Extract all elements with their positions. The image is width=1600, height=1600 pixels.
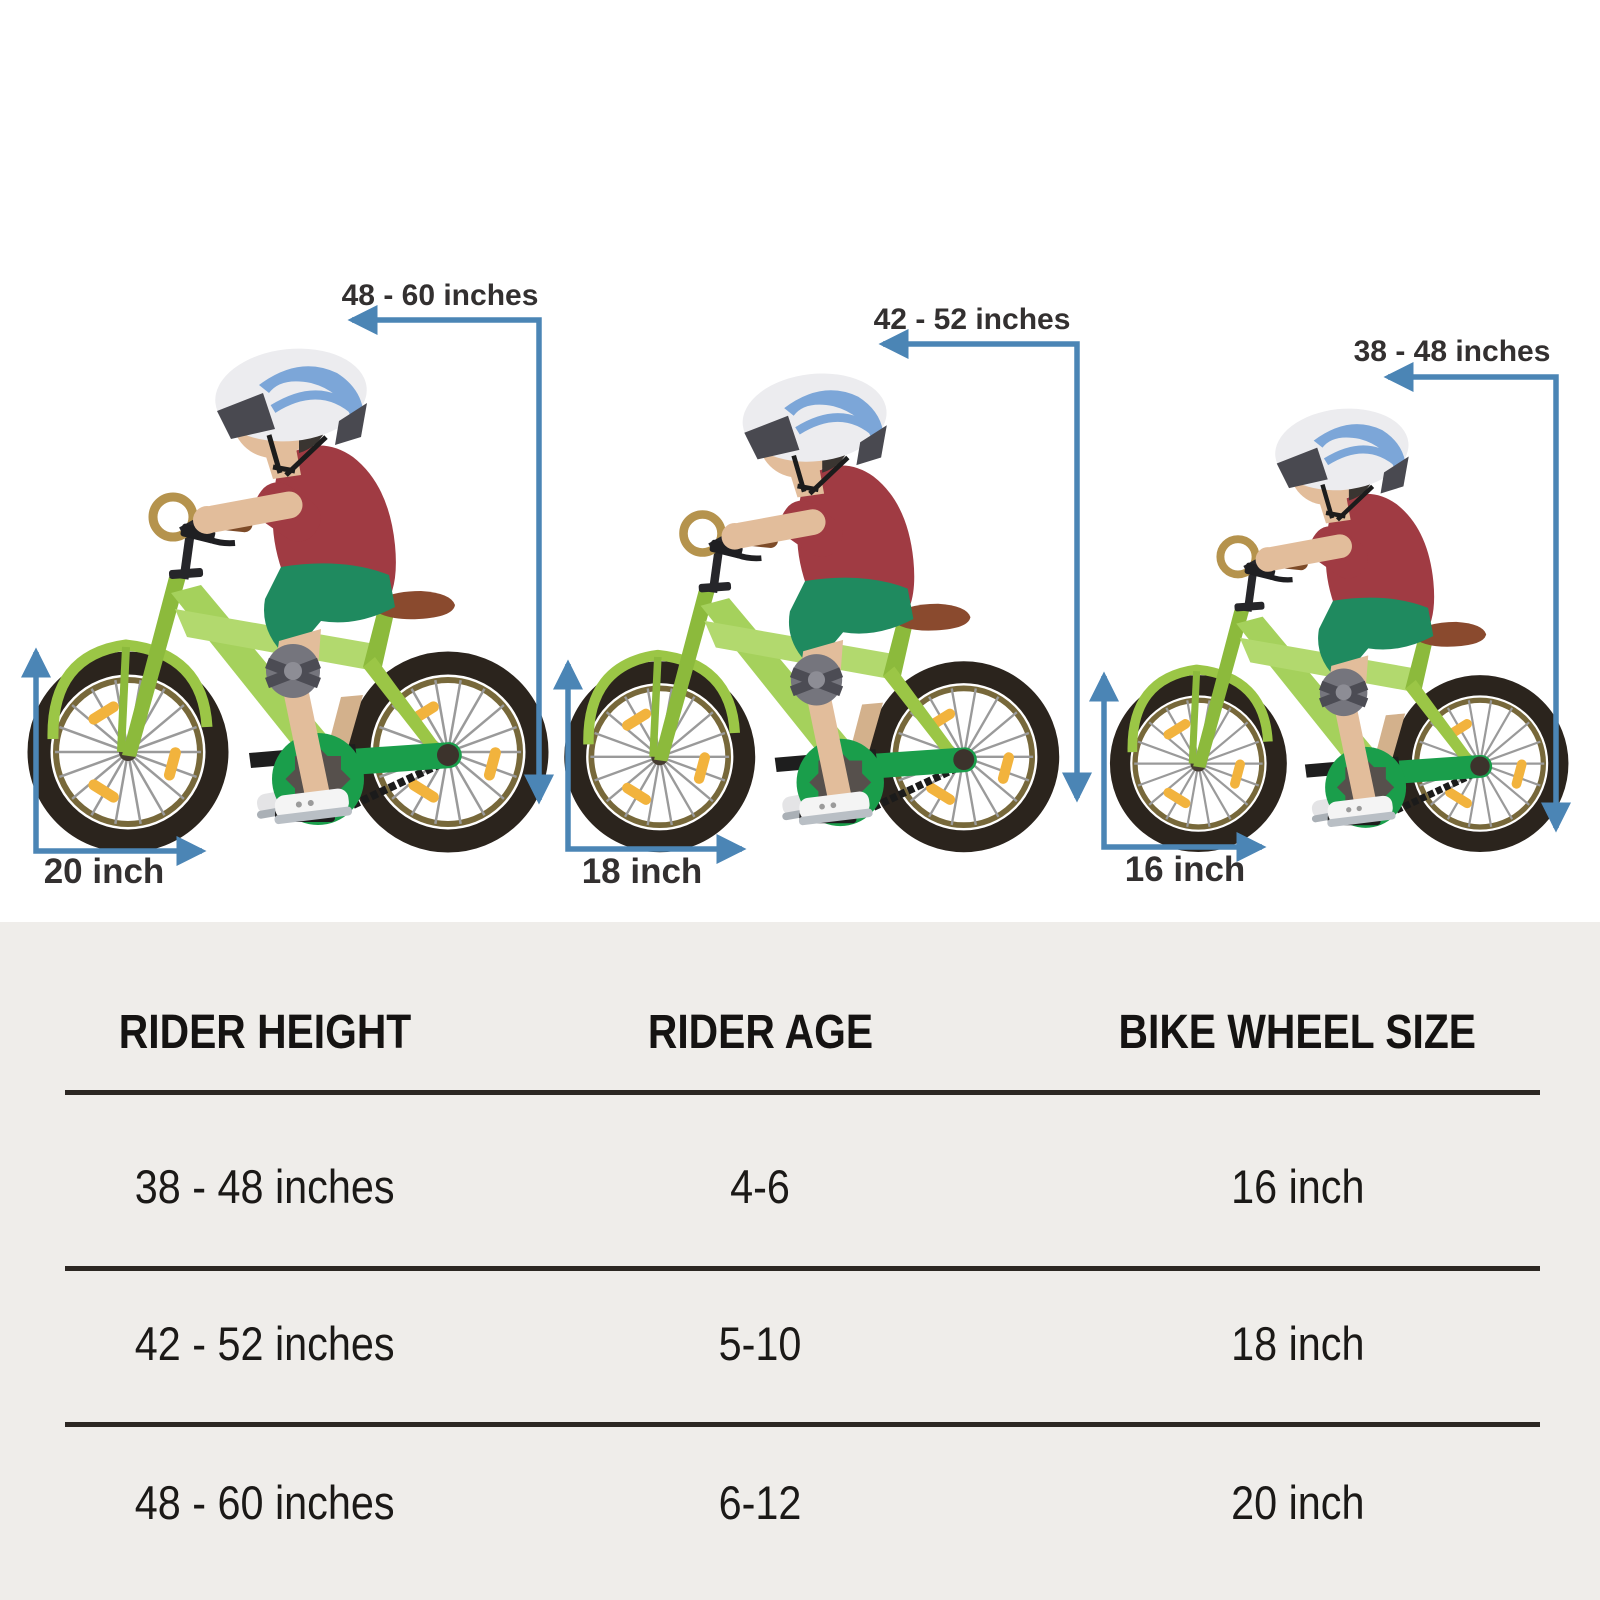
rider-height-arrow-2 [878,328,1093,803]
wheel-size-label-3: 16 inch [1124,850,1246,889]
table-cell-wheel: 18 inch [1230,1317,1365,1370]
rider-height-arrow-3 [1383,361,1572,833]
table-row: 42 - 52 inches 5-10 18 inch [65,1318,1540,1370]
table-header-rider-age: RIDER AGE [647,1006,873,1059]
wheel-size-arrow-3 [1088,671,1267,863]
wheel-size-arrow-2 [552,659,747,865]
table-cell-age: 6-12 [718,1476,802,1529]
rider-height-arrow-1 [347,304,555,805]
table-cell-height: 42 - 52 inches [135,1317,395,1370]
table-cell-wheel: 16 inch [1230,1160,1365,1213]
table-row: 48 - 60 inches 6-12 20 inch [65,1477,1540,1529]
table-cell-age: 5-10 [718,1317,802,1370]
bike-size-illustration [20,304,1572,867]
table-header-row: RIDER HEIGHT RIDER AGE BIKE WHEEL SIZE [65,1006,1540,1060]
rider-height-label-1: 48 - 60 inches [341,279,539,312]
table-header-wheel-size: BIKE WHEEL SIZE [1118,1006,1477,1059]
table-header-rider-height: RIDER HEIGHT [118,1006,412,1059]
table-divider [65,1422,1540,1427]
bike-illustration-3 [1120,402,1558,842]
bike-illustration-2 [575,367,1048,842]
table-cell-age: 4-6 [730,1160,790,1213]
table-divider [65,1090,1540,1095]
size-table: RIDER HEIGHT RIDER AGE BIKE WHEEL SIZE 3… [0,922,1600,1600]
wheel-size-label-1: 20 inch [43,852,165,891]
bike-illustration-1 [39,341,537,841]
table-divider [65,1266,1540,1271]
table-cell-height: 38 - 48 inches [135,1160,395,1213]
table-row: 38 - 48 inches 4-6 16 inch [65,1161,1540,1213]
rider-height-label-2: 42 - 52 inches [873,303,1071,336]
table-cell-height: 48 - 60 inches [135,1476,395,1529]
table-cell-wheel: 20 inch [1230,1476,1365,1529]
wheel-size-arrow-1 [20,647,207,867]
wheel-size-label-2: 18 inch [581,852,703,891]
rider-height-label-3: 38 - 48 inches [1353,335,1551,368]
